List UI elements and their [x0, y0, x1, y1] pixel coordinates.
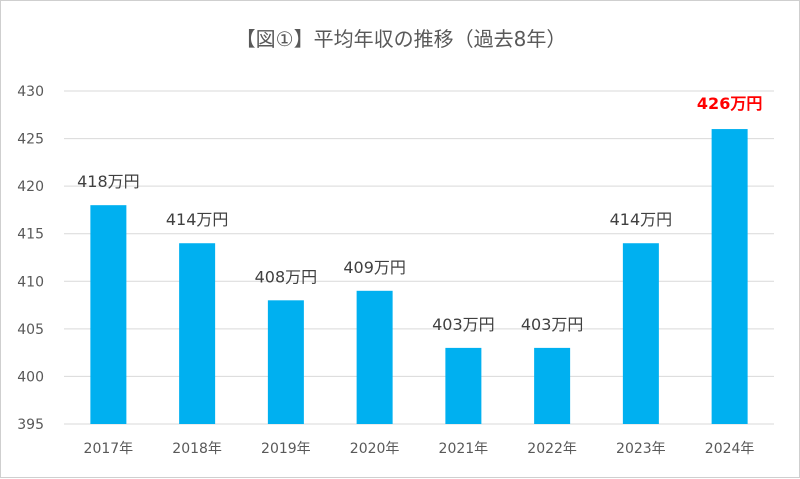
- y-tick-label: 410: [17, 274, 44, 290]
- x-tick-label: 2021年: [439, 441, 489, 457]
- data-label: 409万円: [343, 258, 406, 277]
- chart-title: 【図①】平均年収の推移（過去8年）: [235, 27, 567, 51]
- x-tick-label: 2017年: [84, 441, 134, 457]
- data-label: 403万円: [432, 315, 495, 334]
- data-label: 403万円: [521, 315, 584, 334]
- x-tick-label: 2022年: [527, 441, 577, 457]
- bar: [711, 129, 748, 425]
- x-tick-label: 2024年: [705, 441, 755, 457]
- data-label: 426万円: [697, 94, 762, 113]
- y-tick-label: 400: [17, 369, 44, 385]
- y-tick-label: 415: [17, 227, 44, 243]
- data-label: 418万円: [77, 172, 140, 191]
- data-label: 408万円: [255, 267, 318, 286]
- data-label: 414万円: [610, 210, 673, 229]
- data-label: 414万円: [166, 210, 229, 229]
- bar: [90, 205, 127, 424]
- bar: [622, 243, 659, 424]
- y-tick-label: 395: [17, 417, 44, 433]
- y-tick-label: 405: [17, 322, 44, 338]
- bar: [445, 347, 482, 424]
- bar: [356, 290, 393, 424]
- x-tick-label: 2023年: [616, 441, 666, 457]
- x-tick-label: 2019年: [261, 441, 311, 457]
- bar: [179, 243, 216, 424]
- x-tick-label: 2020年: [350, 441, 400, 457]
- y-tick-label: 425: [17, 132, 44, 148]
- bar: [267, 300, 304, 424]
- y-tick-label: 430: [17, 84, 44, 100]
- bar: [534, 347, 571, 424]
- y-tick-label: 420: [17, 179, 44, 195]
- x-tick-label: 2018年: [172, 441, 222, 457]
